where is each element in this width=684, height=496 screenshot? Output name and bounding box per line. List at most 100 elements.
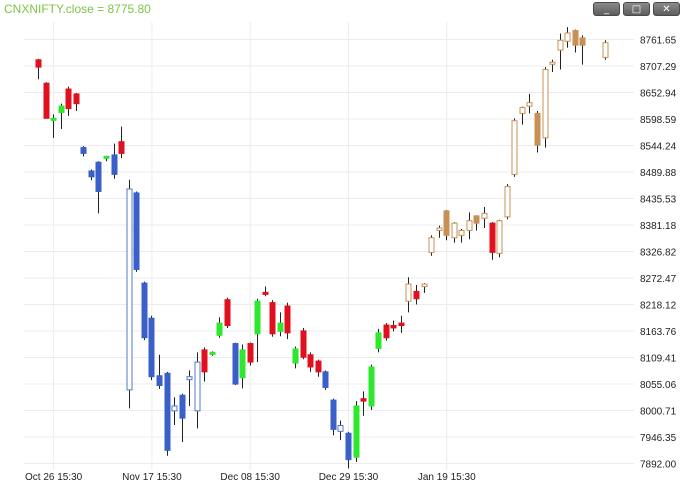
candle-body bbox=[489, 222, 496, 253]
candle-body bbox=[300, 330, 307, 358]
candle-body bbox=[413, 290, 420, 300]
candle-body bbox=[80, 147, 87, 154]
y-tick-label: 8326.82 bbox=[640, 248, 677, 259]
x-tick-label: Jan 19 15:30 bbox=[418, 472, 476, 483]
candle-body bbox=[360, 398, 367, 402]
candle-body bbox=[504, 186, 511, 218]
candle-body bbox=[95, 161, 102, 192]
candle-body bbox=[390, 325, 397, 329]
candle-body bbox=[345, 432, 352, 461]
candle-body bbox=[186, 376, 193, 381]
y-tick-label: 8109.41 bbox=[640, 354, 677, 365]
candle-body bbox=[307, 354, 314, 368]
candle-body bbox=[141, 282, 148, 339]
candle-body bbox=[315, 360, 322, 373]
candle-body bbox=[383, 324, 390, 339]
candle-body bbox=[216, 322, 223, 336]
y-tick-label: 8435.53 bbox=[640, 195, 677, 206]
candle-body bbox=[164, 372, 171, 451]
candle-body bbox=[526, 102, 533, 107]
candle-body bbox=[375, 332, 382, 349]
candle-body bbox=[292, 348, 299, 364]
candle-body bbox=[43, 82, 50, 119]
x-tick-label: Dec 08 15:30 bbox=[220, 472, 280, 483]
candle-body bbox=[511, 120, 518, 175]
candle-body bbox=[428, 237, 435, 253]
candle-body bbox=[179, 394, 186, 419]
candle-body bbox=[322, 371, 329, 388]
candle-body bbox=[337, 424, 344, 432]
candle-body bbox=[284, 305, 291, 334]
candle-body bbox=[496, 220, 503, 254]
y-tick-label: 8761.65 bbox=[640, 36, 677, 47]
candle-body bbox=[50, 117, 57, 121]
chart-title: CNXNIFTY.close = 8775.80 bbox=[4, 2, 151, 16]
candle-body bbox=[451, 222, 458, 239]
candle-body bbox=[209, 351, 216, 355]
y-tick-label: 8544.24 bbox=[640, 141, 677, 152]
candle-body bbox=[194, 361, 201, 412]
candle-body bbox=[118, 141, 125, 154]
candle-body bbox=[557, 39, 564, 51]
candle-body bbox=[126, 188, 133, 391]
y-tick-label: 8163.76 bbox=[640, 327, 677, 338]
x-tick-label: Oct 26 15:30 bbox=[25, 472, 83, 483]
candle-body bbox=[103, 155, 110, 159]
y-tick-label: 8000.71 bbox=[640, 406, 677, 417]
candle-body bbox=[602, 42, 609, 58]
candle-body bbox=[436, 227, 443, 231]
candle-body bbox=[353, 405, 360, 458]
candle-body bbox=[405, 283, 412, 302]
candle-body bbox=[519, 107, 526, 114]
candle-body bbox=[232, 343, 239, 385]
x-tick-label: Dec 29 15:30 bbox=[319, 472, 379, 483]
candle-body bbox=[156, 375, 163, 386]
candle-body bbox=[579, 37, 586, 46]
candle-body bbox=[534, 112, 541, 146]
candle-body bbox=[201, 349, 208, 373]
candle-body bbox=[239, 349, 246, 379]
candle-body bbox=[549, 61, 556, 65]
candle-body bbox=[148, 317, 155, 378]
candle-body bbox=[564, 32, 571, 42]
x-tick-label: Nov 17 15:30 bbox=[122, 472, 182, 483]
candle-body bbox=[58, 105, 65, 113]
candle-body bbox=[171, 405, 178, 412]
y-tick-label: 8598.59 bbox=[640, 115, 677, 126]
candle-body bbox=[254, 300, 261, 335]
minimize-button[interactable]: _ bbox=[593, 2, 620, 16]
candle-body bbox=[368, 366, 375, 407]
candle-body bbox=[111, 154, 118, 175]
y-tick-label: 8652.94 bbox=[640, 89, 677, 100]
candle-body bbox=[224, 299, 231, 327]
y-tick-label: 8218.12 bbox=[640, 300, 677, 311]
candle-body bbox=[458, 229, 465, 236]
candle-body bbox=[262, 291, 269, 295]
y-tick-label: 7946.35 bbox=[640, 433, 677, 444]
candle-body bbox=[88, 170, 95, 178]
maximize-button[interactable]: □ bbox=[623, 2, 650, 16]
candle-body bbox=[73, 93, 80, 105]
candle-body bbox=[269, 302, 276, 335]
candle-body bbox=[542, 69, 549, 139]
y-tick-label: 8272.47 bbox=[640, 274, 677, 285]
candle-body bbox=[421, 283, 428, 288]
y-tick-label: 7892.00 bbox=[640, 460, 677, 471]
y-tick-label: 8489.88 bbox=[640, 168, 677, 179]
candle-body bbox=[398, 322, 405, 327]
candle-body bbox=[473, 215, 480, 224]
candle-body bbox=[572, 30, 579, 46]
close-button[interactable]: ✕ bbox=[653, 2, 680, 16]
candle-body bbox=[481, 212, 488, 219]
y-tick-label: 8707.29 bbox=[640, 62, 677, 73]
y-tick-label: 8381.18 bbox=[640, 221, 677, 232]
candle-body bbox=[133, 192, 140, 270]
candle-body bbox=[443, 210, 450, 236]
candle-body bbox=[65, 88, 72, 110]
window-controls: _ □ ✕ bbox=[593, 2, 680, 16]
y-tick-label: 8055.06 bbox=[640, 380, 677, 391]
candle-body bbox=[466, 220, 473, 231]
candle-body bbox=[330, 399, 337, 430]
candle-body bbox=[35, 59, 42, 68]
